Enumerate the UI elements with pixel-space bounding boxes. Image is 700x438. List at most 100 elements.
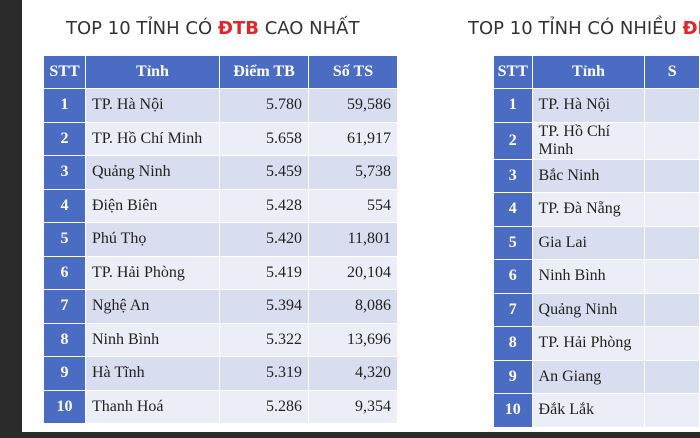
row: 8 TP. Hải Phòng xyxy=(494,327,700,361)
cell: TP. Hải Phòng xyxy=(86,256,220,290)
header-cell: S xyxy=(645,56,700,89)
cell: 11,801 xyxy=(309,223,398,257)
cell: 59,586 xyxy=(309,89,398,123)
header-row: STT Tỉnh S xyxy=(494,56,700,89)
cell xyxy=(645,193,700,227)
cell: 61,917 xyxy=(309,122,398,156)
cell: Hà Tĩnh xyxy=(86,357,220,391)
cell: TP. Hồ Chí Minh xyxy=(86,122,220,156)
cell: 1 xyxy=(494,89,533,123)
cell: 9 xyxy=(494,360,533,394)
cell: Phú Thọ xyxy=(86,223,220,257)
cell xyxy=(645,89,700,123)
row: 4 TP. Đà Nẵng xyxy=(494,193,700,227)
title-text: TOP 10 TỈNH CÓ xyxy=(66,18,213,39)
cell xyxy=(645,260,700,294)
cell: Quảng Ninh xyxy=(86,156,220,190)
cell: 3 xyxy=(44,156,86,190)
cell: TP. Hồ Chí Minh xyxy=(532,122,646,160)
cell: TP. Hà Nội xyxy=(532,89,646,123)
cell: 8,086 xyxy=(309,290,398,324)
cell: Bắc Ninh xyxy=(532,159,646,193)
cell: TP. Hà Nội xyxy=(86,89,220,123)
cell: 10 xyxy=(494,394,533,428)
cell: 4 xyxy=(44,189,86,223)
cell: 6 xyxy=(494,260,533,294)
row: 1 TP. Hà Nội 5.780 59,586 xyxy=(44,89,398,123)
cell: 9,354 xyxy=(309,390,398,424)
header-cell: Tỉnh xyxy=(86,56,220,89)
cell: Nghệ An xyxy=(86,290,220,324)
cell xyxy=(645,122,700,160)
cell xyxy=(645,327,700,361)
header-cell: Tỉnh xyxy=(532,56,646,89)
cell: 5.322 xyxy=(220,323,309,357)
title-text: TOP 10 TỈNH CÓ NHIỀU xyxy=(468,18,677,39)
row: 3 Quảng Ninh 5.459 5,738 xyxy=(44,156,398,190)
cell: Quảng Ninh xyxy=(532,293,646,327)
cell: 5.419 xyxy=(220,256,309,290)
cell: Ninh Bình xyxy=(86,323,220,357)
header-cell: STT xyxy=(44,56,86,89)
row: 9 An Giang xyxy=(494,360,700,394)
cell xyxy=(645,293,700,327)
cell: Đắk Lắk xyxy=(532,394,646,428)
row: 2 TP. Hồ Chí Minh 5.658 61,917 xyxy=(44,122,398,156)
row: 10 Đắk Lắk xyxy=(494,394,700,428)
row: 7 Nghệ An 5.394 8,086 xyxy=(44,290,398,324)
cell: 5 xyxy=(44,223,86,257)
cell: 5.394 xyxy=(220,290,309,324)
row: 1 TP. Hà Nội xyxy=(494,89,700,123)
cell: 5 xyxy=(494,226,533,260)
cell: 5.459 xyxy=(220,156,309,190)
row: 7 Quảng Ninh xyxy=(494,293,700,327)
cell: 7 xyxy=(494,293,533,327)
cell xyxy=(645,226,700,260)
row: 3 Bắc Ninh xyxy=(494,159,700,193)
row: 10 Thanh Hoá 5.286 9,354 xyxy=(44,390,398,424)
cell: 2 xyxy=(494,122,533,160)
cell xyxy=(645,394,700,428)
cell: 2 xyxy=(44,122,86,156)
cell: 8 xyxy=(494,327,533,361)
cell: 5.420 xyxy=(220,223,309,257)
cell: 9 xyxy=(44,357,86,391)
cell: An Giang xyxy=(532,360,646,394)
title-highlight: ĐTB xyxy=(217,18,259,39)
cell: 8 xyxy=(44,323,86,357)
cell: TP. Hải Phòng xyxy=(532,327,646,361)
header-row: STT Tỉnh Điểm TB Số TS xyxy=(44,56,398,89)
title-highlight: ĐIỂ xyxy=(682,18,700,39)
left-table: STT Tỉnh Điểm TB Số TS 1 TP. Hà Nội 5.780 59,58… xyxy=(44,56,398,424)
title-text: CAO NHẤT xyxy=(264,18,360,39)
right-title: TOP 10 TỈNH CÓ NHIỀU ĐIỂ xyxy=(468,18,700,39)
row: 6 TP. Hải Phòng 5.419 20,104 xyxy=(44,256,398,290)
cell: Thanh Hoá xyxy=(86,390,220,424)
cell: 7 xyxy=(44,290,86,324)
cell: 6 xyxy=(44,256,86,290)
row: 8 Ninh Bình 5.322 13,696 xyxy=(44,323,398,357)
row: 5 Phú Thọ 5.420 11,801 xyxy=(44,223,398,257)
cell: 20,104 xyxy=(309,256,398,290)
right-table: STT Tỉnh S 1 TP. Hà Nội 2 TP. Hồ Chí Minh 3 Bắc … xyxy=(494,56,700,428)
cell: Ninh Bình xyxy=(532,260,646,294)
cell: 554 xyxy=(309,189,398,223)
cell: Điện Biên xyxy=(86,189,220,223)
cell: 5.428 xyxy=(220,189,309,223)
cell: 5.319 xyxy=(220,357,309,391)
cell: 3 xyxy=(494,159,533,193)
panel: TOP 10 TỈNH CÓ ĐTB CAO NHẤT TOP 10 TỈNH … xyxy=(22,0,700,432)
cell xyxy=(645,159,700,193)
cell: 5.286 xyxy=(220,390,309,424)
cell: 5.658 xyxy=(220,122,309,156)
cell: 1 xyxy=(44,89,86,123)
row: 5 Gia Lai xyxy=(494,226,700,260)
cell: 5.780 xyxy=(220,89,309,123)
cell xyxy=(645,360,700,394)
row: 6 Ninh Bình xyxy=(494,260,700,294)
cell: Gia Lai xyxy=(532,226,646,260)
cell: TP. Đà Nẵng xyxy=(532,193,646,227)
cell: 13,696 xyxy=(309,323,398,357)
cell: 4,320 xyxy=(309,357,398,391)
